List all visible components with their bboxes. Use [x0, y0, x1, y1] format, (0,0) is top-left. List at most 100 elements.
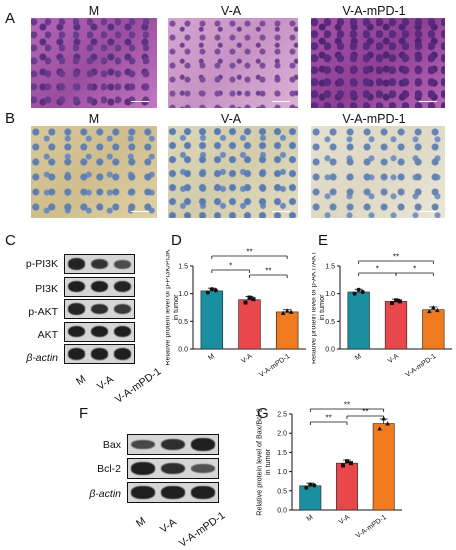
data-point — [356, 287, 361, 292]
scale-bar — [131, 210, 149, 212]
wb-lane-label-vampd1: V-A-mPD-1 — [113, 365, 164, 406]
blot-band — [67, 348, 86, 360]
y-tick-label: 1.5 — [277, 450, 287, 457]
wb-label-pi3k: PI3K — [35, 283, 58, 295]
wb-lane-label-va: V-A — [95, 373, 116, 393]
y-axis-label: Relative protein level of Bax/Bcl-2in tu… — [255, 408, 272, 515]
data-point — [435, 307, 440, 313]
blot-band — [90, 348, 109, 360]
blot-band — [191, 486, 215, 499]
blot-band — [67, 258, 86, 270]
wb-label-beta-actin: β-actin — [26, 352, 58, 364]
data-point — [251, 297, 256, 302]
blot-band — [67, 303, 86, 315]
x-tick-label: M — [354, 353, 363, 362]
data-point — [345, 459, 349, 464]
data-point — [427, 308, 432, 314]
y-axis-label-line: in tumor — [171, 294, 180, 321]
y-tick-label: 0.0 — [277, 508, 287, 515]
panel-a-title-m: M — [88, 4, 100, 18]
bar — [347, 291, 370, 350]
bar — [299, 485, 322, 511]
wb-label-bax: Bax — [102, 439, 121, 451]
data-point — [360, 289, 365, 295]
significance-label: ** — [362, 408, 368, 417]
data-point — [304, 485, 309, 490]
data-point — [394, 298, 398, 303]
y-tick-label: 0.5 — [325, 319, 335, 326]
bar — [238, 299, 261, 350]
blot-row — [64, 254, 135, 274]
significance-label: * — [229, 262, 232, 271]
y-tick-label: 1.0 — [325, 291, 335, 298]
blot-row — [64, 299, 135, 319]
data-point — [247, 295, 252, 300]
wb-lane-label-vampd1-f: V-A-mPD-1 — [177, 509, 228, 550]
y-tick-label: 0.0 — [325, 347, 335, 354]
blot-band — [113, 259, 132, 269]
blot-band — [161, 438, 185, 451]
panel-b-title-m: M — [88, 112, 100, 126]
wb-label-p-pi3k: p-PI3K — [25, 258, 58, 270]
panel-label-f: F — [79, 405, 89, 422]
blot-band — [161, 486, 185, 499]
blot-band — [131, 486, 155, 499]
blot-band — [90, 303, 109, 315]
y-tick-label: 1.5 — [325, 264, 335, 271]
wb-label-akt: AKT — [37, 329, 58, 341]
data-point — [390, 301, 394, 306]
x-tick-label: M — [306, 514, 315, 523]
x-tick-label: V-A — [240, 353, 254, 365]
panel-label-d: D — [171, 232, 182, 249]
blot-row — [64, 276, 135, 297]
data-point — [398, 299, 402, 304]
scale-bar — [419, 100, 437, 102]
blot-band — [113, 303, 132, 315]
panel-label-g: G — [257, 405, 269, 422]
blot-band — [90, 258, 109, 270]
significance-label: ** — [265, 267, 271, 276]
blot-band — [113, 325, 132, 338]
blot-band — [191, 438, 215, 451]
y-axis-label: Relative protein level of p-PI3K/PI3Kin … — [166, 249, 180, 365]
bar — [200, 290, 224, 350]
data-point — [280, 310, 286, 315]
ihc-image-va — [168, 126, 298, 218]
wb-lane-label-va-f: V-A — [158, 516, 179, 536]
blot-row — [127, 482, 219, 503]
bar — [372, 423, 395, 511]
significance-label: ** — [344, 401, 350, 410]
blot-band — [161, 462, 185, 475]
x-tick-label: V-A-mPD-1 — [355, 514, 388, 540]
x-tick-label: V-A — [387, 353, 401, 365]
he-image-vampd1 — [311, 18, 445, 108]
y-tick-label: 2.0 — [277, 431, 287, 438]
x-tick-label: V-A-mPD-1 — [258, 353, 291, 379]
blot-row — [64, 321, 135, 342]
blot-row — [127, 434, 219, 455]
wb-lane-label-m-f: M — [134, 514, 149, 530]
blot-band — [191, 463, 215, 474]
blot-band — [90, 280, 109, 293]
scale-bar — [272, 100, 290, 102]
ihc-image-vampd1 — [311, 126, 445, 218]
significance-label: ** — [326, 414, 332, 423]
y-tick-label: 0.5 — [277, 488, 287, 495]
x-tick-label: V-A — [338, 514, 352, 526]
panel-label-a: A — [5, 10, 16, 27]
wb-label-bcl2: Bcl-2 — [97, 463, 121, 475]
y-axis-label-line: Relative protein level of p-AKT/AKT — [312, 250, 318, 364]
chart-g: 0.0 0.5 1.0 1.5 2.0 2.5 Relative protein level… — [255, 401, 402, 540]
y-tick-label: 0.0 — [178, 347, 188, 354]
blot-band — [90, 325, 109, 338]
blot-band — [67, 325, 86, 338]
panel-label-c: C — [5, 232, 16, 249]
blot-row — [64, 344, 135, 364]
ihc-image-m — [31, 126, 157, 218]
data-point — [243, 300, 248, 305]
y-axis-label: Relative protein level of p-AKT/AKTin tu… — [312, 250, 326, 364]
panel-label-b: B — [5, 110, 16, 127]
blot-band — [113, 280, 132, 293]
wb-label-beta-actin-f: β-actin — [89, 488, 121, 500]
